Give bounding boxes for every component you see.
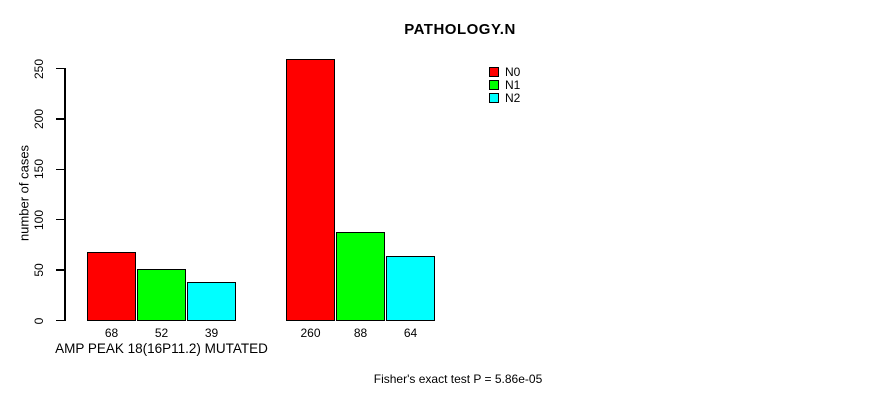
bar-value-label: 260	[300, 326, 321, 340]
y-tick-label: 50	[32, 263, 46, 277]
bar-n1-group2	[336, 232, 385, 321]
legend: N0 N1 N2	[489, 64, 521, 105]
bar-value-label: 64	[403, 326, 418, 340]
bar-value-label: 39	[204, 326, 219, 340]
y-tick-mark	[56, 168, 65, 171]
bar-n2-group1	[187, 281, 236, 321]
y-tick-label: 0	[32, 317, 46, 324]
legend-swatch-icon	[489, 79, 499, 90]
y-axis-title: number of cases	[16, 144, 32, 242]
y-tick-label: 250	[32, 58, 46, 79]
y-tick-mark	[56, 218, 65, 221]
legend-label: N0	[505, 64, 521, 79]
bar-value-label: 52	[154, 326, 169, 340]
bar-n1-group1	[137, 268, 186, 321]
x-category-label: AMP PEAK 18(16P11.2) MUTATED	[55, 341, 268, 356]
legend-item-n0: N0	[489, 64, 521, 79]
footnote-fisher-test: Fisher's exact test P = 5.86e-05	[373, 372, 543, 386]
y-tick-mark	[56, 118, 65, 120]
legend-label: N1	[505, 77, 521, 92]
bar-value-label: 88	[353, 326, 368, 340]
legend-item-n2: N2	[489, 90, 521, 105]
y-tick-label: 100	[32, 209, 46, 230]
legend-label: N2	[505, 90, 521, 105]
bar-n2-group2	[386, 256, 435, 321]
bar-n0-group2	[286, 58, 335, 321]
y-tick-mark	[56, 269, 65, 271]
bar-n0-group1	[87, 252, 136, 321]
legend-item-n1: N1	[489, 77, 521, 92]
bar-value-label: 68	[104, 326, 119, 340]
y-axis-line	[64, 68, 66, 321]
legend-swatch-icon	[489, 92, 499, 103]
legend-swatch-icon	[489, 66, 499, 77]
y-tick-label: 150	[32, 159, 46, 180]
chart-title: PATHOLOGY.N	[404, 21, 516, 38]
y-tick-mark	[56, 67, 65, 70]
y-tick-label: 200	[32, 108, 46, 129]
y-tick-mark	[56, 319, 65, 322]
